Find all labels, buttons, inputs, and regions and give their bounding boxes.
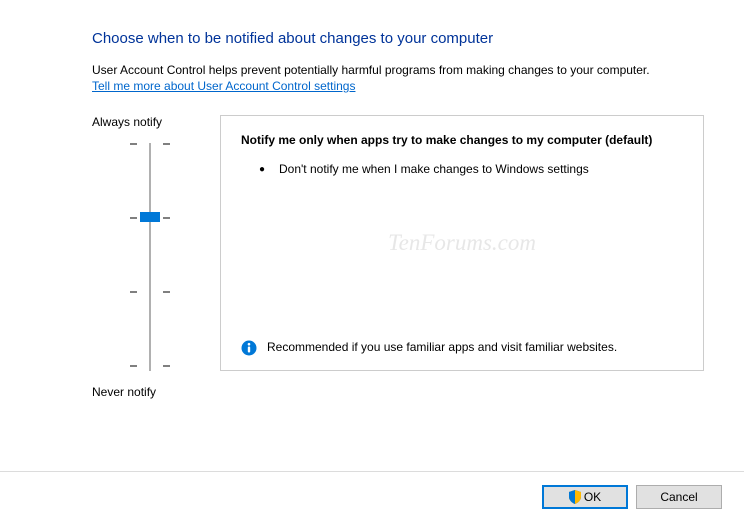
ok-button-label: OK (584, 490, 601, 504)
description-panel: Notify me only when apps try to make cha… (220, 115, 704, 371)
page-subtext: User Account Control helps prevent poten… (92, 63, 704, 77)
cancel-button-label: Cancel (660, 490, 697, 504)
description-bullet-text: Don't notify me when I make changes to W… (279, 161, 589, 178)
recommendation-text: Recommended if you use familiar apps and… (267, 339, 617, 356)
slider-tick (130, 365, 170, 366)
page-heading: Choose when to be notified about changes… (92, 30, 704, 47)
description-title: Notify me only when apps try to make cha… (241, 132, 683, 149)
shield-icon (569, 490, 581, 504)
recommendation-row: Recommended if you use familiar apps and… (241, 339, 683, 356)
cancel-button[interactable]: Cancel (636, 485, 722, 509)
slider-top-label: Always notify (92, 115, 220, 129)
description-bullet-row: ● Don't notify me when I make changes to… (241, 161, 683, 178)
notification-level-slider[interactable] (130, 137, 170, 377)
dialog-footer: OK Cancel (0, 471, 744, 521)
slider-tick (130, 143, 170, 144)
learn-more-link[interactable]: Tell me more about User Account Control … (92, 79, 355, 93)
slider-thumb[interactable] (140, 212, 160, 222)
slider-column: Always notify Never notify (92, 115, 220, 399)
watermark-text: TenForums.com (388, 230, 536, 256)
info-icon (241, 340, 257, 356)
slider-bottom-label: Never notify (92, 385, 220, 399)
ok-button[interactable]: OK (542, 485, 628, 509)
bullet-icon: ● (259, 161, 279, 178)
slider-track (149, 143, 151, 371)
slider-tick (130, 291, 170, 292)
